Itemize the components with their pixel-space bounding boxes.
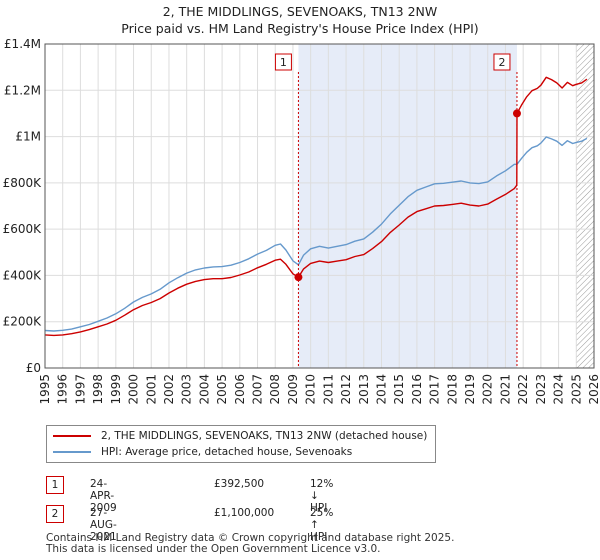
x-tick-label: 2008 [268,374,282,405]
hpi-line [45,136,588,332]
x-tick-label: 2009 [286,374,300,405]
x-tick-label: 2005 [215,374,229,405]
x-tick-label: 2019 [463,374,477,405]
x-tick-label: 2007 [251,374,265,405]
x-tick-label: 2000 [127,374,141,405]
x-tick-label: 2006 [233,374,247,405]
footer-line-1: Contains HM Land Registry data © Crown c… [46,532,455,544]
title-line-1: 2, THE MIDDLINGS, SEVENOAKS, TN13 2NW [162,4,438,19]
x-tick-label: 1995 [38,374,52,405]
x-tick-label: 2011 [321,374,335,405]
y-tick-label: £600K [3,222,43,236]
x-tick-label: 2023 [534,374,548,405]
x-tick-label: 1998 [91,374,105,405]
x-tick-label: 2014 [374,374,388,405]
transaction-point [294,273,303,282]
x-tick-label: 1999 [109,374,123,405]
shaded-span [298,44,517,368]
x-tick-label: 2017 [428,374,442,405]
transaction-label-text: 1 [280,56,287,69]
transaction-hpi-diff: 12% ↓ HPI [310,478,334,514]
transaction-number-badge: 1 [46,476,64,494]
legend-swatch-price [53,435,91,437]
chart-title: 2, THE MIDDLINGS, SEVENOAKS, TN13 2NW Pr… [0,3,600,37]
future-hatch [576,44,594,368]
x-tick-label: 2015 [392,374,406,405]
x-tick-label: 2024 [552,374,566,405]
legend-swatch-hpi [53,451,91,453]
x-tick-label: 2020 [481,374,495,405]
transaction-label-box [493,53,511,71]
y-tick-label: £1M [15,130,41,144]
x-tick-label: 2026 [587,374,600,405]
x-tick-label: 2022 [516,374,530,405]
footer-attribution: Contains HM Land Registry data © Crown c… [46,533,454,555]
x-tick-label: 2004 [197,374,211,405]
y-tick-label: £0 [26,361,41,375]
x-tick-label: 2021 [498,374,512,405]
x-tick-label: 2018 [445,374,459,405]
transaction-label-box [274,53,292,71]
y-tick-label: £800K [3,176,43,190]
y-tick-label: £1.4M [4,37,41,51]
x-tick-label: 1997 [73,374,87,405]
y-tick-label: £1.2M [4,83,41,97]
x-tick-label: 2016 [410,374,424,405]
transaction-price: £1,100,000 [214,507,275,519]
x-tick-label: 2003 [180,374,194,405]
x-tick-label: 1996 [56,374,70,405]
transaction-number-badge: 2 [46,505,64,523]
price-paid-line [45,76,588,337]
title-line-2: Price paid vs. HM Land Registry's House … [121,21,479,36]
legend-label-price: 2, THE MIDDLINGS, SEVENOAKS, TN13 2NW (d… [101,430,428,442]
transaction-date: 27-AUG-2021 [90,507,117,543]
y-tick-label: £400K [3,268,43,282]
legend-label-hpi: HPI: Average price, detached house, Seve… [101,446,353,458]
legend-item-price: 2, THE MIDDLINGS, SEVENOAKS, TN13 2NW (d… [53,428,427,444]
x-tick-label: 2025 [569,374,583,405]
transaction-label-text: 2 [498,56,505,69]
transaction-point [512,109,521,118]
x-tick-label: 2013 [357,374,371,405]
price-chart: £0 £200K £400K £600K £800K £1M £1.2M £1.4M 1995 1… [3,37,600,405]
y-tick-label: £200K [3,315,43,329]
chart-legend: 2, THE MIDDLINGS, SEVENOAKS, TN13 2NW (d… [46,425,436,463]
transaction-hpi-diff: 25% ↑ HPI [310,507,334,543]
transaction-price: £392,500 [214,478,265,490]
footer-line-2: This data is licensed under the Open Gov… [46,543,381,555]
plot-frame [44,43,595,369]
x-tick-label: 2012 [339,374,353,405]
x-tick-label: 2001 [144,374,158,405]
transaction-date: 24-APR-2009 [90,478,117,514]
legend-item-hpi: HPI: Average price, detached house, Seve… [53,444,352,460]
x-tick-label: 2002 [162,374,176,405]
x-tick-label: 2010 [304,374,318,405]
